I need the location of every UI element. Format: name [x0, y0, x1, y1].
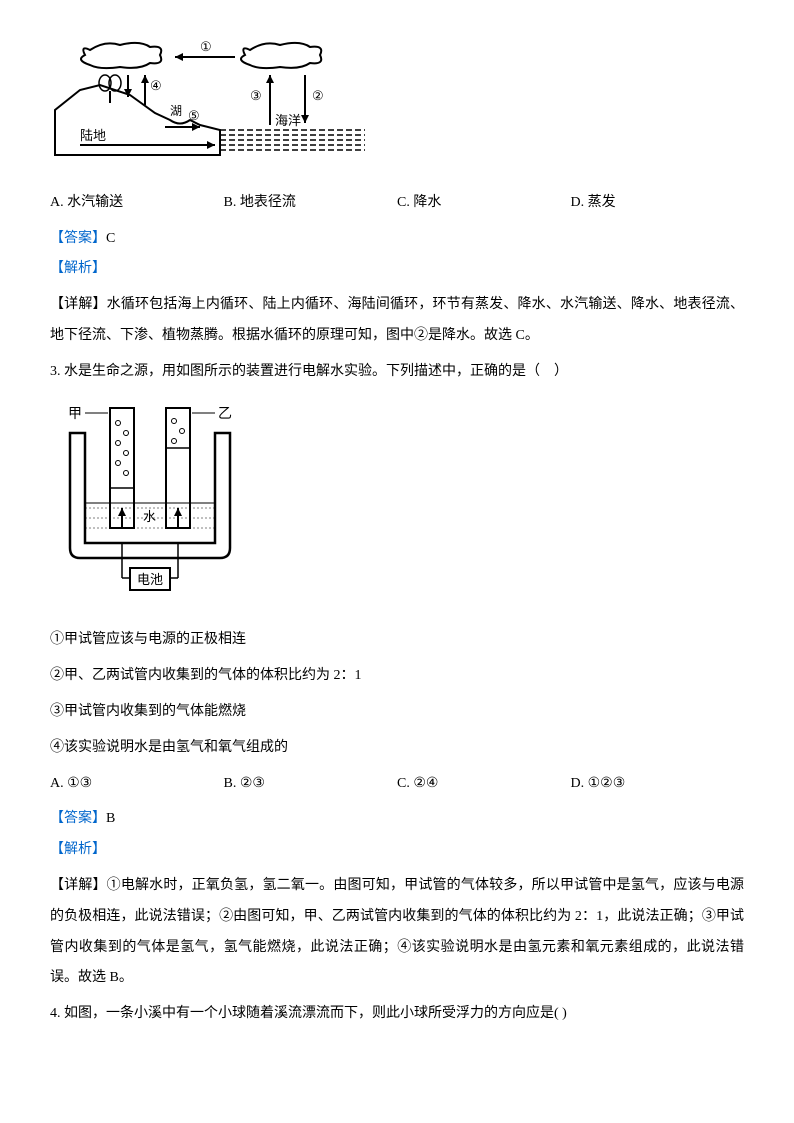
q3-statement-4: ④该实验说明水是由氢气和氧气组成的: [50, 733, 744, 764]
label-num3: ③: [250, 88, 262, 103]
label-num5: ⑤: [188, 108, 200, 123]
water-cycle-diagram: ① 湖 ④ ③ ② ⑤ 陆地: [50, 35, 744, 178]
q4-text: 4. 如图，一条小溪中有一个小球随着溪流漂流而下，则此小球所受浮力的方向应是( …: [50, 999, 744, 1030]
q3-statement-2: ②甲、乙两试管内收集到的气体的体积比约为 2：1: [50, 661, 744, 692]
q2-option-a: A. 水汽输送: [50, 188, 224, 219]
q2-option-d: D. 蒸发: [571, 188, 745, 219]
q2-explanation: 【详解】水循环包括海上内循环、陆上内循环、海陆间循环，环节有蒸发、降水、水汽输送…: [50, 290, 744, 352]
label-jia: 甲: [68, 407, 82, 422]
q2-answer-line: 【答案】C: [50, 224, 744, 255]
electrolysis-svg: 甲 乙 水 电池: [50, 393, 250, 603]
label-land: 陆地: [80, 128, 106, 143]
label-lake: 湖: [170, 103, 182, 118]
label-num2: ②: [312, 88, 324, 103]
label-yi: 乙: [218, 406, 232, 422]
q3-text: 3. 水是生命之源，用如图所示的装置进行电解水实验。下列描述中，正确的是（ ）: [50, 357, 744, 388]
water-cycle-svg: ① 湖 ④ ③ ② ⑤ 陆地: [50, 35, 370, 165]
q2-option-c: C. 降水: [397, 188, 571, 219]
label-battery: 电池: [137, 572, 163, 587]
q3-options: A. ①③ B. ②③ C. ②④ D. ①②③: [50, 769, 744, 800]
q3-answer: B: [106, 811, 115, 826]
q2-analysis-label: 【解析】: [50, 254, 744, 285]
label-num4: ④: [150, 78, 162, 93]
q3-option-b: B. ②③: [224, 769, 398, 800]
q3-option-d: D. ①②③: [571, 769, 745, 800]
q2-option-b: B. 地表径流: [224, 188, 398, 219]
q2-answer-label: 【答案】: [50, 231, 106, 246]
q3-explanation: 【详解】①电解水时，正氧负氢，氢二氧一。由图可知，甲试管的气体较多，所以甲试管中…: [50, 871, 744, 994]
q3-option-a: A. ①③: [50, 769, 224, 800]
q2-answer: C: [106, 231, 115, 246]
q3-option-c: C. ②④: [397, 769, 571, 800]
q3-statement-3: ③甲试管内收集到的气体能燃烧: [50, 697, 744, 728]
q2-options: A. 水汽输送 B. 地表径流 C. 降水 D. 蒸发: [50, 188, 744, 219]
q3-statement-1: ①甲试管应该与电源的正极相连: [50, 625, 744, 656]
q3-answer-label: 【答案】: [50, 811, 106, 826]
q3-answer-line: 【答案】B: [50, 804, 744, 835]
label-ocean: 海洋: [275, 113, 301, 128]
q3-analysis-label: 【解析】: [50, 835, 744, 866]
electrolysis-diagram: 甲 乙 水 电池: [50, 393, 744, 616]
label-num1: ①: [200, 39, 212, 54]
label-water: 水: [143, 509, 156, 524]
